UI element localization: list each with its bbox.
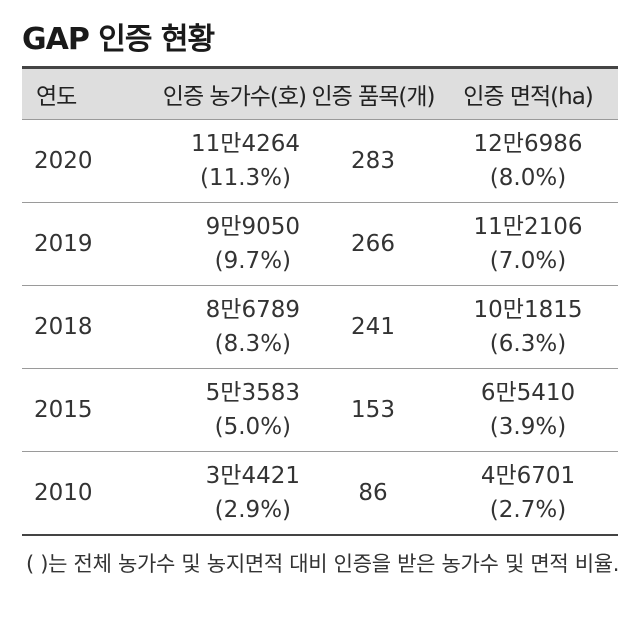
farms-cell: 3만4421 (2.9%) [116,459,308,527]
year-cell: 2019 [34,231,93,257]
header-farms: 인증 농가수(호) [162,84,307,110]
area-percent: (2.7%) [489,497,567,523]
table-row: 2010 3만4421 (2.9%) 86 4만6701 (2.7%) [22,451,618,534]
farms-percent: (5.0%) [214,414,292,440]
farms-cell: 9만9050 (9.7%) [116,210,308,278]
farms-value: 8만6789 [205,297,300,323]
area-percent: (3.9%) [489,414,567,440]
header-area: 인증 면적(ha) [463,84,594,110]
area-percent: (8.0%) [489,165,567,191]
area-value: 11만2106 [473,214,583,240]
table-row: 2019 9만9050 (9.7%) 266 11만2106 (7.0%) [22,202,618,285]
area-cell: 10만1815 (6.3%) [438,293,618,361]
gap-certification-table: 연도 인증 농가수(호) 인증 품목(개) 인증 면적(ha) 2020 11만… [22,66,618,536]
table-row: 2015 5만3583 (5.0%) 153 6만5410 (3.9%) [22,368,618,451]
header-items: 인증 품목(개) [311,84,435,110]
year-cell: 2020 [34,148,93,174]
farms-cell: 5만3583 (5.0%) [116,376,308,444]
area-cell: 12만6986 (8.0%) [438,127,618,195]
year-cell: 2018 [34,314,93,340]
farms-value: 3만4421 [205,463,300,489]
area-cell: 11만2106 (7.0%) [438,210,618,278]
farms-percent: (9.7%) [214,248,292,274]
table-header-row: 연도 인증 농가수(호) 인증 품목(개) 인증 면적(ha) [22,69,618,119]
farms-value: 11만4264 [191,131,300,157]
area-cell: 6만5410 (3.9%) [438,376,618,444]
farms-percent: (11.3%) [200,165,292,191]
items-cell: 86 [358,480,388,506]
items-cell: 153 [351,397,395,423]
items-cell: 266 [351,231,395,257]
farms-cell: 8만6789 (8.3%) [116,293,308,361]
table-title: GAP 인증 현황 [22,22,215,57]
area-cell: 4만6701 (2.7%) [438,459,618,527]
year-cell: 2010 [34,480,93,506]
items-cell: 241 [351,314,395,340]
farms-percent: (2.9%) [214,497,292,523]
area-percent: (6.3%) [489,331,567,357]
table-row: 2018 8만6789 (8.3%) 241 10만1815 (6.3%) [22,285,618,368]
area-value: 10만1815 [473,297,583,323]
farms-cell: 11만4264 (11.3%) [116,127,308,195]
farms-percent: (8.3%) [214,331,292,357]
year-cell: 2015 [34,397,93,423]
area-value: 12만6986 [473,131,583,157]
farms-value: 9만9050 [205,214,300,240]
area-value: 4만6701 [480,463,576,489]
table-row: 2020 11만4264 (11.3%) 283 12만6986 (8.0%) [22,119,618,202]
footnote: ( )는 전체 농가수 및 농지면적 대비 인증을 받은 농가수 및 면적 비율… [26,552,620,576]
area-percent: (7.0%) [489,248,567,274]
area-value: 6만5410 [480,380,576,406]
items-cell: 283 [351,148,395,174]
header-year: 연도 [36,84,77,110]
farms-value: 5만3583 [205,380,300,406]
